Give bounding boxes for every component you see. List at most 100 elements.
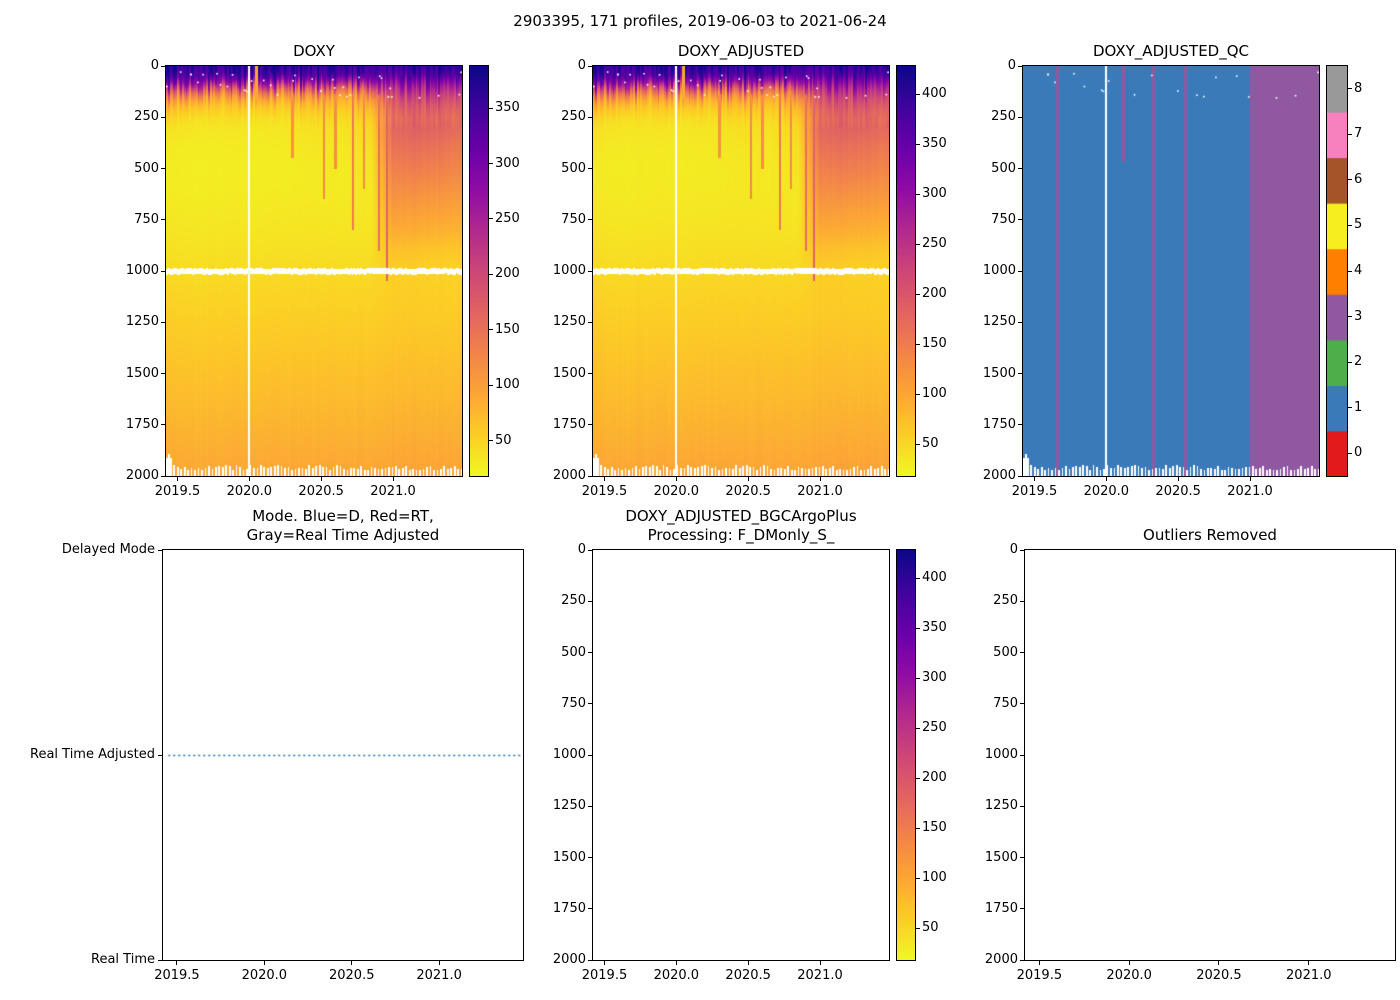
colorbar-tick-mark bbox=[1348, 361, 1352, 363]
colorbar-tick-mark bbox=[916, 777, 920, 779]
y-tick-mark bbox=[161, 424, 165, 426]
x-tick-label: 2021.0 bbox=[416, 968, 462, 983]
y-tick-label: 1500 bbox=[552, 849, 586, 865]
x-tick-mark bbox=[603, 961, 605, 965]
colorbar-tick-mark bbox=[489, 218, 493, 220]
x-tick-mark bbox=[1249, 477, 1251, 481]
y-tick-label: 500 bbox=[561, 160, 586, 176]
y-tick-mark bbox=[161, 168, 165, 169]
colorbar-tick-mark bbox=[489, 163, 493, 164]
y-tick-mark bbox=[588, 805, 592, 807]
x-tick-mark bbox=[819, 961, 821, 965]
y-tick-label: 1000 bbox=[982, 263, 1016, 278]
colorbar-tick-label: 1 bbox=[1354, 399, 1363, 415]
x-tick-label: 2020.5 bbox=[1155, 484, 1201, 499]
x-tick-label: 2021.0 bbox=[1227, 484, 1273, 499]
x-tick-label: 2019.5 bbox=[154, 968, 200, 983]
y-tick-mark bbox=[588, 219, 592, 221]
y-tick-mark bbox=[1020, 959, 1024, 961]
mode-category-label: Real Time bbox=[91, 952, 155, 967]
colorbar-tick-label: 200 bbox=[495, 266, 520, 282]
colorbar-tick-label: 50 bbox=[922, 436, 939, 451]
colorbar-tick-mark bbox=[1348, 316, 1352, 318]
mode-category-label: Delayed Mode bbox=[61, 542, 155, 557]
colorbar-tick-mark bbox=[916, 827, 920, 829]
colorbar-tick-label: 350 bbox=[922, 136, 947, 151]
y-tick-mark bbox=[1018, 65, 1022, 67]
y-tick-label: 1500 bbox=[984, 849, 1018, 865]
colorbar-tick-label: 350 bbox=[495, 100, 520, 116]
x-tick-label: 2020.0 bbox=[1083, 484, 1130, 499]
colorbar-tick-label: 200 bbox=[922, 770, 947, 785]
y-tick-mark bbox=[158, 549, 162, 551]
colorbar-tick-mark bbox=[916, 293, 920, 295]
y-tick-label: 250 bbox=[993, 593, 1018, 609]
x-tick-mark bbox=[1105, 477, 1107, 481]
y-tick-label: 1000 bbox=[125, 263, 159, 278]
y-tick-label: 500 bbox=[991, 160, 1016, 176]
y-tick-mark bbox=[1018, 116, 1022, 118]
colorbar-tick-mark bbox=[916, 143, 920, 145]
colorbar-tick-mark bbox=[916, 93, 920, 95]
x-tick-label: 2019.5 bbox=[581, 968, 628, 983]
y-tick-mark bbox=[588, 65, 592, 67]
y-tick-label: 1500 bbox=[982, 365, 1016, 381]
y-tick-mark bbox=[1018, 270, 1022, 272]
colorbar-tick-label: 100 bbox=[922, 870, 947, 885]
y-tick-mark bbox=[1020, 703, 1024, 705]
colorbar-tick-mark bbox=[1348, 179, 1352, 181]
x-tick-label: 2020.5 bbox=[1196, 968, 1242, 983]
y-tick-label: 1250 bbox=[982, 314, 1016, 330]
y-tick-label: 250 bbox=[561, 593, 586, 609]
outliers-title: Outliers Removed bbox=[1143, 526, 1277, 544]
colorbar-tick-label: 350 bbox=[922, 620, 947, 635]
y-tick-label: 250 bbox=[134, 109, 159, 125]
y-tick-label: 1250 bbox=[984, 798, 1018, 814]
y-tick-mark bbox=[161, 373, 165, 374]
y-tick-label: 500 bbox=[993, 644, 1018, 660]
y-tick-mark bbox=[1018, 168, 1022, 169]
x-tick-mark bbox=[1033, 477, 1035, 481]
colorbar-tick-mark bbox=[916, 927, 920, 929]
y-tick-mark bbox=[1018, 219, 1022, 221]
colorbar-tick-label: 50 bbox=[922, 920, 939, 935]
colorbar-tick-label: 4 bbox=[1354, 263, 1363, 278]
y-tick-mark bbox=[588, 857, 592, 858]
colorbar-tick-label: 8 bbox=[1354, 80, 1363, 96]
colorbar-tick-label: 150 bbox=[495, 321, 520, 337]
y-tick-label: 750 bbox=[993, 695, 1018, 711]
doxy-colorbar bbox=[470, 66, 488, 476]
x-tick-mark bbox=[819, 477, 821, 481]
x-tick-mark bbox=[320, 477, 322, 481]
y-tick-mark bbox=[1020, 805, 1024, 807]
x-tick-label: 2021.0 bbox=[1286, 968, 1332, 983]
y-tick-mark bbox=[588, 168, 592, 169]
y-tick-mark bbox=[158, 959, 162, 961]
y-tick-mark bbox=[161, 116, 165, 118]
colorbar-tick-mark bbox=[1348, 407, 1352, 409]
colorbar-tick-label: 250 bbox=[922, 720, 947, 735]
colorbar-tick-label: 250 bbox=[922, 236, 947, 251]
y-tick-label: 2000 bbox=[984, 952, 1018, 967]
y-tick-label: 0 bbox=[1009, 542, 1018, 557]
colorbar-tick-mark bbox=[489, 384, 493, 386]
colorbar-tick-label: 300 bbox=[495, 155, 520, 171]
colorbar-tick-label: 0 bbox=[1354, 445, 1363, 461]
y-tick-mark bbox=[1020, 652, 1024, 653]
x-tick-mark bbox=[1308, 961, 1310, 965]
y-tick-label: 1750 bbox=[984, 900, 1018, 916]
x-tick-mark bbox=[176, 477, 178, 481]
x-tick-label: 2019.5 bbox=[1011, 484, 1058, 499]
colorbar-tick-mark bbox=[916, 577, 920, 579]
x-tick-label: 2020.5 bbox=[725, 484, 771, 499]
y-tick-label: 2000 bbox=[982, 468, 1016, 483]
x-tick-label: 2020.5 bbox=[725, 968, 771, 983]
y-tick-mark bbox=[1020, 857, 1024, 858]
x-tick-mark bbox=[747, 477, 749, 481]
bgc-title: DOXY_ADJUSTED_BGCArgoPlus Processing: F_… bbox=[625, 507, 857, 544]
mode-title: Mode. Blue=D, Red=RT, Gray=Real Time Adj… bbox=[246, 507, 440, 544]
x-tick-mark bbox=[248, 477, 250, 481]
colorbar-tick-label: 100 bbox=[922, 386, 947, 401]
colorbar-tick-label: 2 bbox=[1354, 354, 1363, 370]
